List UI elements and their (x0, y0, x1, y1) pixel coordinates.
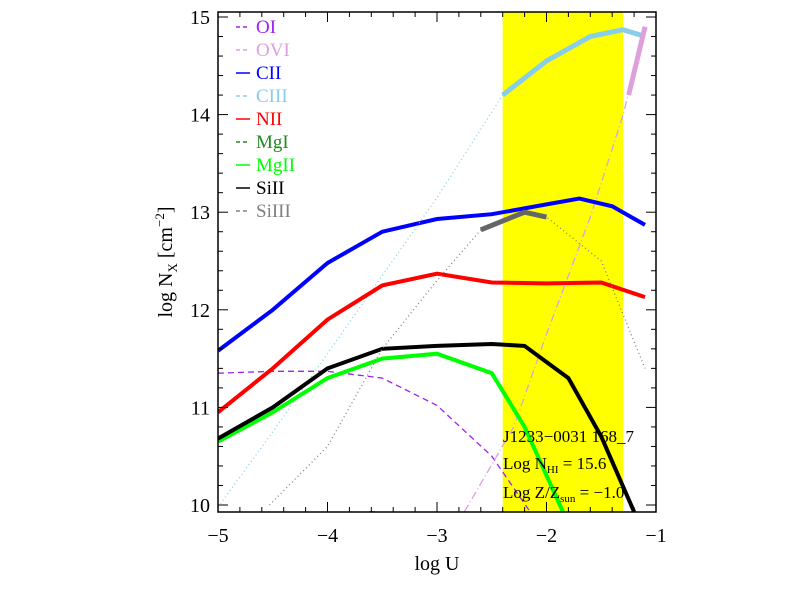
series-line-MgII (218, 351, 565, 512)
legend-label-MgI: MgI (256, 132, 289, 153)
x-tick-label: −5 (207, 525, 228, 547)
x-tick-label: −1 (645, 525, 666, 547)
series-line-CII (218, 196, 646, 353)
y-tick-label: 12 (190, 300, 210, 322)
series-thick-OVI (626, 26, 648, 96)
legend-label-SiII: SiII (256, 178, 285, 199)
series-line-CIII (218, 29, 646, 508)
x-tick-label: −4 (317, 525, 338, 547)
series-line-NII (218, 271, 646, 414)
legend-label-MgII: MgII (256, 155, 295, 176)
series-line-SiIII (269, 211, 646, 506)
series-thick-CIII (501, 27, 646, 98)
y-axis-label: log NX [cm−2] (152, 207, 180, 318)
y-tick-label: 10 (190, 495, 210, 517)
annotation-nhi: Log NHI = 15.6 (503, 454, 606, 476)
legend-label-SiIII: SiIII (256, 201, 291, 222)
y-tick-label: 13 (190, 202, 210, 224)
legend-label-OI: OI (256, 17, 276, 38)
annotation-metallicity: Log Z/Zsun = −1.0 (503, 483, 624, 505)
series-thick-SiIII (479, 209, 548, 233)
x-tick-label: −3 (426, 525, 447, 547)
series-line-OVI (463, 26, 646, 512)
legend-label-NII: NII (256, 109, 282, 130)
series-line-SiII (218, 341, 636, 512)
x-axis-label: log U (415, 553, 461, 575)
y-tick-label: 14 (190, 105, 210, 127)
legend-label-CIII: CIII (256, 86, 288, 107)
series-line-OI (218, 370, 531, 512)
shaded-band (502, 12, 624, 512)
annotation-object: J1233−0031 168_7 (503, 427, 634, 446)
legend-label-CII: CII (256, 63, 281, 84)
y-tick-label: 11 (191, 397, 210, 419)
y-tick-label: 15 (190, 7, 210, 29)
x-tick-label: −2 (536, 525, 557, 547)
legend-label-OVI: OVI (256, 40, 290, 61)
